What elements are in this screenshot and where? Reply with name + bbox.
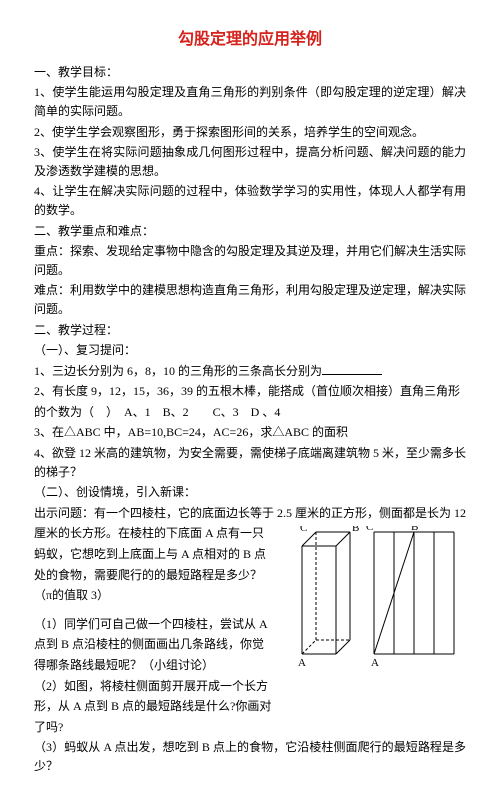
subheading-scenario: （二）、创设情境，引入新课： <box>34 483 466 502</box>
goal-4: 4、让学生在解决实际问题的过程中，体验数学学习的实用性，体现人人都学有用的数学。 <box>34 182 466 219</box>
svg-text:A: A <box>371 657 379 666</box>
svg-text:C: C <box>366 526 373 533</box>
review-q1: 1、三边长分别为 6，8，10 的三角形的三条高长分别为 <box>34 362 466 381</box>
review-q3: 3、在△ABC 中，AB=10,BC=24，AC=26，求△ABC 的面积 <box>34 423 466 442</box>
svg-text:B: B <box>352 526 359 534</box>
review-q4: 4、欲登 12 米高的建筑物，为安全需要，需使梯子底端离建筑物 5 米，至少需多… <box>34 444 466 481</box>
geometry-figure: ABCABC <box>290 526 466 666</box>
task-2a: （2）如图，将棱柱侧面剪开展开成一个长方 <box>34 677 466 696</box>
svg-text:B: B <box>411 526 418 533</box>
task-3: （3）蚂蚁从 A 点出发，想吃到 B 点上的食物，它沿棱柱侧面爬行的最短路程是多… <box>34 738 466 775</box>
review-q1-text: 1、三边长分别为 6，8，10 的三角形的三条高长分别为 <box>34 364 322 378</box>
page-title: 勾股定理的应用举例 <box>34 28 466 53</box>
section-heading-keypoints: 二、教学重点和难点： <box>34 222 466 241</box>
goal-3: 3、使学生在将实际问题抽象成几何图形过程中，提高分析问题、解决问题的能力及渗透数… <box>34 143 466 180</box>
prism-diagram: ABCABC <box>290 526 466 666</box>
section-heading-goals: 一、教学目标： <box>34 63 466 82</box>
goal-2: 2、使学生学会观察图形，勇于探索图形间的关系，培养学生的空间观念。 <box>34 123 466 142</box>
svg-text:C: C <box>300 526 307 534</box>
subheading-review: （一）、复习提问： <box>34 341 466 360</box>
fill-blank <box>322 362 382 375</box>
task-2c: 了吗? <box>34 718 466 737</box>
svg-text:A: A <box>298 657 306 666</box>
review-q2b: 的个数为（ ） A、1 B、2 C、3 D 、4 <box>34 403 466 422</box>
goal-1: 1、使学生能运用勾股定理及直角三角形的判别条件（即勾股定理的逆定理）解决简单的实… <box>34 83 466 120</box>
section-heading-process: 二、教学过程： <box>34 321 466 340</box>
keypoint-2: 难点：利用数学中的建模思想构造直角三角形，利用勾股定理及逆定理，解决实际问题。 <box>34 281 466 318</box>
task-2b: 形，从 A 点到 B 点的最短路线是什么?你画对 <box>34 697 466 716</box>
review-q2a: 2、有长度 9，12，15，36，39 的五根木棒，能搭成（首位顺次相接）直角三… <box>34 382 466 401</box>
keypoint-1: 重点：探索、发现给定事物中隐含的勾股定理及其逆及理，并用它们解决生活实际问题。 <box>34 242 466 279</box>
scenario-intro: 出示问题：有一个四棱柱，它的底面边长等于 2.5 厘米的正方形，侧面都是长为 1… <box>34 504 466 523</box>
